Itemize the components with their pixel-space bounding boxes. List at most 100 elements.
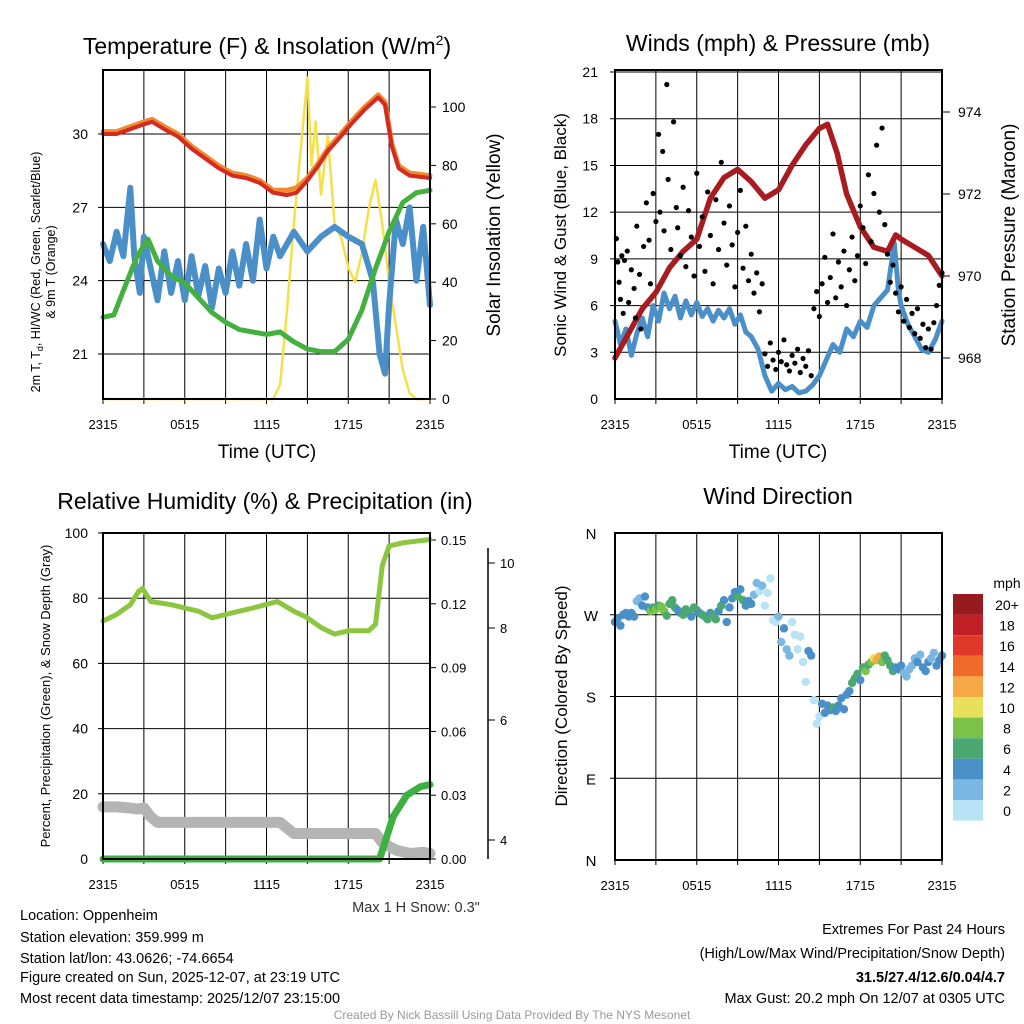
gust-point — [624, 248, 630, 254]
gust-point — [621, 257, 628, 264]
temp-tick-label: 24 — [72, 273, 88, 289]
x-tick-label: 1715 — [846, 878, 875, 893]
direction-point — [861, 666, 870, 676]
legend-swatch — [953, 635, 983, 656]
direction-point — [640, 592, 650, 601]
direction-point — [747, 599, 756, 609]
wind-tick-label: 18 — [582, 111, 598, 127]
gust-point — [775, 349, 782, 355]
wind-tick-label: 12 — [582, 204, 598, 220]
gust-point — [917, 335, 923, 341]
direction-point — [812, 719, 821, 728]
direction-point — [785, 651, 794, 660]
direction-point — [722, 617, 731, 627]
gust-point — [814, 288, 820, 295]
gust-point — [933, 302, 940, 309]
gust-point — [805, 348, 812, 354]
max-gust: Max Gust: 20.2 mph On 12/07 at 0305 UTC — [725, 991, 1005, 1007]
direction-point — [798, 657, 808, 667]
gust-point — [626, 299, 632, 306]
gust-point — [740, 265, 746, 271]
insolation-tick-label: 60 — [442, 216, 458, 232]
gust-point — [797, 369, 803, 376]
gust-point — [830, 231, 836, 237]
rh-tick-label: 100 — [65, 525, 89, 541]
x-tick-label: 0515 — [170, 877, 199, 892]
gust-point — [619, 253, 625, 259]
gust-point — [680, 184, 686, 190]
gust-point — [670, 119, 677, 125]
gust-point — [838, 284, 844, 290]
direction-point — [711, 615, 721, 624]
direction-point — [629, 612, 639, 621]
gust-point — [631, 285, 637, 292]
direction-point — [787, 617, 797, 627]
direction-point — [725, 603, 734, 612]
pressure-tick-label: 968 — [958, 350, 982, 366]
gust-point — [835, 259, 842, 265]
rh-panel-title: Relative Humidity (%) & Precipitation (i… — [57, 488, 472, 514]
snow-tick-label: 10 — [500, 556, 514, 571]
direction-point — [719, 596, 729, 605]
gust-point — [632, 315, 639, 321]
credit: Created By Nick Bassill Using Data Provi… — [334, 1008, 691, 1022]
temp-tick-label: 21 — [72, 346, 88, 362]
legend-label: 6 — [1003, 741, 1011, 757]
gust-point — [743, 223, 749, 229]
gust-point — [702, 268, 708, 274]
gust-point — [808, 373, 814, 379]
gust-point — [673, 204, 679, 211]
legend-label: 20+ — [995, 597, 1019, 613]
gust-point — [718, 159, 724, 165]
gust-point — [879, 125, 885, 131]
gust-point — [710, 281, 716, 287]
gust-point — [699, 214, 705, 220]
gust-point — [732, 284, 738, 290]
direction-point — [779, 624, 789, 633]
footer-location: Location: Oppenheim — [20, 908, 158, 924]
pressure-tick-label: 974 — [958, 104, 982, 120]
gust-point — [852, 278, 858, 284]
gust-point — [675, 225, 681, 231]
gust-point — [936, 282, 942, 288]
gust-point — [657, 209, 663, 215]
gust-point — [857, 203, 863, 209]
gust-point — [759, 281, 765, 287]
gust-point — [664, 81, 670, 88]
gust-point — [729, 242, 735, 248]
gust-point — [765, 363, 771, 369]
pressure-tick-label: 972 — [958, 186, 982, 202]
legend-swatch — [953, 614, 983, 636]
footer-created: Figure created on Sun, 2025-12-07, at 23… — [20, 970, 340, 986]
wind-tick-label: 6 — [590, 298, 598, 314]
gust-point — [931, 320, 937, 326]
direction-point — [662, 611, 671, 620]
temp-panel-title: Temperature (F) & Insolation (W/m2) — [83, 32, 451, 59]
gust-point — [646, 237, 652, 243]
wind-tick-label: 21 — [582, 64, 598, 80]
gust-point — [794, 346, 801, 352]
gust-point — [661, 228, 667, 234]
gust-point — [901, 318, 907, 324]
direction-point — [845, 686, 854, 696]
gust-point — [685, 208, 692, 214]
gust-point — [906, 324, 912, 330]
gust-point — [656, 131, 662, 137]
insolation-y-label: Solar Insolation (Yellow) — [484, 133, 505, 336]
gust-point — [677, 253, 684, 259]
gust-point — [636, 271, 643, 278]
footer-elevation: Station elevation: 359.999 m — [20, 930, 204, 946]
direction-point — [856, 675, 865, 685]
direction-point — [902, 672, 911, 681]
gust-point — [819, 281, 825, 287]
gust-point — [737, 187, 743, 193]
x-tick-label: 1115 — [765, 417, 792, 432]
gust-point — [705, 189, 711, 195]
wind-direction-title: Wind Direction — [703, 483, 853, 509]
gust-point — [724, 262, 730, 268]
gust-point — [696, 243, 703, 250]
gust-point — [628, 267, 634, 273]
gust-point — [860, 225, 866, 231]
